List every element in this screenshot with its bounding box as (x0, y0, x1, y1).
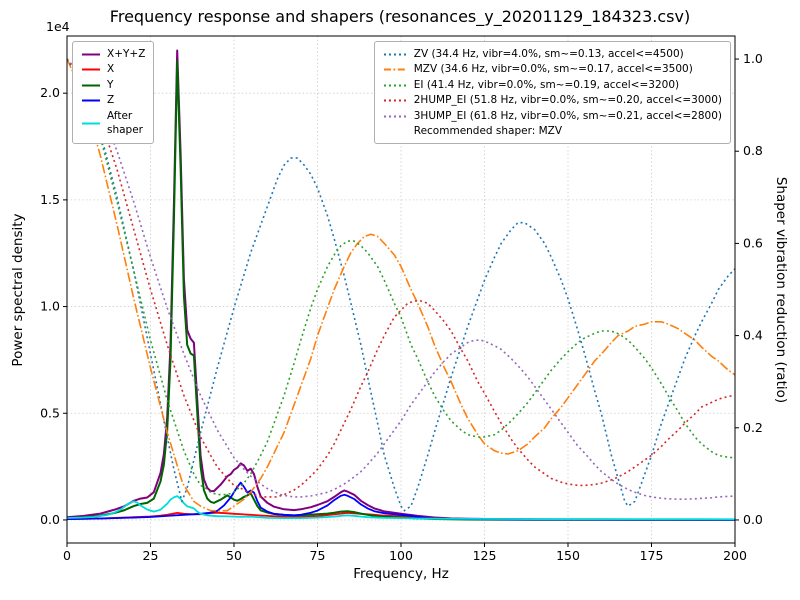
chart-title: Frequency response and shapers (resonanc… (109, 7, 691, 26)
legend-shapers: ZV (34.4 Hz, vibr=4.0%, sm~=0.13, accel<… (373, 41, 731, 144)
series-3hump-ei (66, 58, 736, 501)
legend-item: 3HUMP_EI (61.8 Hz, vibr=0.0%, sm~=0.21, … (383, 109, 722, 123)
y-axis-offset-text: 1e4 (46, 19, 70, 34)
legend-line-sample (383, 84, 407, 87)
tick-label-x: 25 (143, 548, 159, 563)
legend-item: Y (81, 78, 145, 92)
tick-label-y-left: 0.0 (40, 512, 60, 527)
tick-label-y-left: 1.0 (40, 299, 60, 314)
series-after-shaper (66, 495, 736, 521)
legend-item: X (81, 62, 145, 76)
legend-item: EI (41.4 Hz, vibr=0.0%, sm~=0.19, accel<… (383, 78, 722, 92)
tick-label-y-right: 0.0 (743, 512, 763, 527)
legend-item-label: 2HUMP_EI (51.8 Hz, vibr=0.0%, sm~=0.20, … (413, 94, 722, 107)
tick-label-y-left: 1.5 (40, 192, 60, 207)
legend-item: Z (81, 93, 145, 107)
legend-line-sample (383, 53, 407, 56)
tick-label-x: 50 (226, 548, 242, 563)
series-zv (66, 58, 736, 512)
tick-label-x: 150 (556, 548, 580, 563)
x-axis-label: Frequency, Hz (353, 566, 449, 582)
y-axis-label-left: Power spectral density (10, 213, 26, 367)
legend-item-label: MZV (34.6 Hz, vibr=0.0%, sm~=0.17, accel… (413, 63, 693, 76)
legend-line-sample (82, 53, 100, 56)
legend-item: 2HUMP_EI (51.8 Hz, vibr=0.0%, sm~=0.20, … (383, 93, 722, 107)
tick-label-y-right: 0.2 (743, 420, 763, 435)
series-mzv (66, 58, 736, 512)
tick-label-x: 0 (63, 548, 71, 563)
legend-item-label: X (107, 63, 115, 76)
recommended-shaper-note: Recommended shaper: MZV (413, 125, 563, 138)
legend-item-label: EI (41.4 Hz, vibr=0.0%, sm~=0.19, accel<… (413, 78, 680, 91)
legend-psd: X+Y+Z X Y Z After shaper (72, 41, 155, 144)
legend-item-label: Y (107, 78, 114, 91)
y-axis-label-right: Shaper vibration reduction (ratio) (773, 176, 789, 404)
tick-label-y-right: 0.4 (743, 328, 763, 343)
tick-label-x: 200 (723, 548, 747, 563)
tick-label-y-right: 1.0 (743, 51, 763, 66)
tick-label-x: 125 (473, 548, 497, 563)
legend-item-label: After shaper (107, 109, 144, 137)
legend-item-label: 3HUMP_EI (61.8 Hz, vibr=0.0%, sm~=0.21, … (413, 109, 722, 122)
legend-line-sample (82, 122, 100, 125)
legend-line-sample (383, 68, 407, 71)
tick-label-y-left: 0.5 (40, 405, 60, 420)
legend-line-sample (82, 84, 100, 87)
legend-item: MZV (34.6 Hz, vibr=0.0%, sm~=0.17, accel… (383, 62, 722, 76)
tick-label-y-right: 0.6 (743, 235, 763, 250)
legend-line-sample (383, 99, 407, 102)
legend-line-sample (383, 115, 407, 118)
legend-line-sample (82, 99, 100, 102)
legend-line-sample (82, 68, 100, 71)
legend-item-label: Z (107, 94, 115, 107)
tick-label-x: 75 (310, 548, 326, 563)
series-ei (66, 58, 736, 496)
tick-label-x: 175 (640, 548, 664, 563)
tick-label-y-right: 0.8 (743, 143, 763, 158)
legend-item: ZV (34.4 Hz, vibr=4.0%, sm~=0.13, accel<… (383, 47, 722, 61)
legend-item-label: ZV (34.4 Hz, vibr=4.0%, sm~=0.13, accel<… (413, 48, 684, 60)
legend-item-label: X+Y+Z (107, 48, 146, 60)
legend-item: After shaper (81, 109, 145, 138)
tick-label-y-left: 2.0 (40, 85, 60, 100)
tick-label-x: 100 (389, 548, 413, 563)
legend-item: X+Y+Z (81, 47, 145, 61)
